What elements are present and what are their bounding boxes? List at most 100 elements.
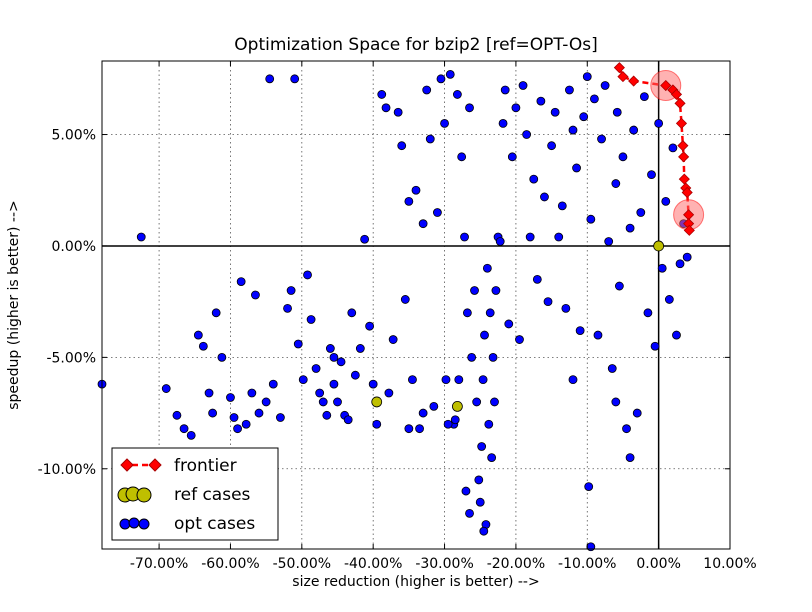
opt-case-point xyxy=(283,303,292,313)
opt-case-point xyxy=(229,413,239,422)
x-tick-label: -60.00% xyxy=(201,556,259,572)
legend-opt-label: opt cases xyxy=(174,514,255,534)
opt-case-point xyxy=(575,326,585,336)
opt-case-point xyxy=(470,286,479,295)
x-tick-label: 0.00% xyxy=(636,556,680,572)
plot-frame xyxy=(101,60,731,550)
opt-case-point xyxy=(408,375,417,385)
frontier-point xyxy=(683,224,695,236)
x-tick-label: -70.00% xyxy=(130,556,188,572)
opt-case-point xyxy=(586,214,596,224)
opt-case-point xyxy=(525,232,535,242)
opt-case-point xyxy=(377,90,387,99)
opt-case-point xyxy=(484,419,494,429)
opt-case-point xyxy=(306,315,316,324)
opt-case-point xyxy=(478,375,488,385)
opt-case-point xyxy=(247,388,257,398)
opt-case-point xyxy=(360,234,370,244)
legend-frontier-marker xyxy=(120,458,134,472)
opt-case-point xyxy=(226,393,235,402)
opt-case-point xyxy=(368,379,378,389)
opt-case-point xyxy=(251,290,260,300)
chart-title: Optimization Space for bzip2 [ref=OPT-Os… xyxy=(234,35,597,55)
opt-case-point xyxy=(668,143,678,153)
opt-case-point xyxy=(474,475,484,485)
opt-case-point xyxy=(540,192,549,202)
opt-case-point xyxy=(422,85,432,95)
opt-case-point xyxy=(485,308,495,318)
frontier-point xyxy=(617,71,629,83)
opt-case-point xyxy=(612,107,622,117)
frontier-point xyxy=(628,75,640,87)
frontier-point xyxy=(675,117,688,129)
opt-case-point xyxy=(465,103,474,113)
x-tick-label: 10.00% xyxy=(703,556,756,572)
opt-case-point xyxy=(568,125,578,135)
frontier-point xyxy=(677,140,689,152)
opt-case-point xyxy=(211,308,221,318)
opt-case-point xyxy=(477,442,487,451)
opt-case-point xyxy=(643,308,653,318)
opt-case-point xyxy=(554,232,564,242)
opt-case-point xyxy=(355,344,365,353)
opt-case-point xyxy=(604,237,614,246)
legend: frontier ref cases opt cases xyxy=(111,447,279,541)
opt-case-point xyxy=(460,232,469,242)
opt-case-point xyxy=(682,252,692,262)
legend-ref-label: ref cases xyxy=(174,485,251,505)
opt-case-point xyxy=(532,274,542,284)
opt-case-point xyxy=(236,277,246,287)
opt-case-point xyxy=(429,401,439,411)
opt-case-point xyxy=(511,103,521,113)
opt-case-point xyxy=(208,408,218,418)
legend-frontier-marker xyxy=(148,458,162,472)
opt-case-point xyxy=(298,375,308,385)
frontier-point xyxy=(660,79,672,92)
opt-case-point xyxy=(614,281,624,291)
opt-case-point xyxy=(515,335,524,344)
y-tick-label: 0.00% xyxy=(52,239,96,255)
frontier-point xyxy=(681,186,693,199)
opt-case-point xyxy=(488,352,498,362)
opt-case-point xyxy=(336,357,346,367)
opt-case-point xyxy=(561,303,571,313)
frontier-point xyxy=(678,151,690,163)
opt-case-point xyxy=(350,370,360,380)
opt-case-point xyxy=(461,486,471,496)
opt-case-point xyxy=(433,208,442,217)
opt-case-point xyxy=(265,74,275,84)
x-tick-label: -20.00% xyxy=(487,556,545,572)
opt-case-point xyxy=(529,174,539,184)
opt-case-point xyxy=(445,69,455,79)
opt-case-point xyxy=(384,388,394,398)
opt-case-point xyxy=(586,542,596,552)
opt-case-point xyxy=(276,413,285,422)
frontier-series xyxy=(613,62,705,236)
opt-case-point xyxy=(593,330,603,340)
opt-case-point xyxy=(636,208,646,217)
opt-case-point xyxy=(400,295,410,304)
opt-case-point xyxy=(286,286,296,295)
opt-case-point xyxy=(462,308,472,318)
opt-case-point xyxy=(241,419,251,429)
opt-case-point xyxy=(500,85,510,95)
opt-case-point xyxy=(618,152,628,162)
opt-case-point xyxy=(480,330,489,340)
legend-frontier-label: frontier xyxy=(174,456,237,476)
opt-case-point xyxy=(518,81,528,90)
opt-case-point xyxy=(161,384,171,393)
opt-case-point xyxy=(622,424,631,434)
zero-reference-lines xyxy=(102,61,730,549)
opt-case-point xyxy=(557,201,567,211)
opt-case-point xyxy=(611,179,621,188)
opt-case-point xyxy=(397,141,407,151)
opt-case-point xyxy=(590,94,599,104)
opt-case-point xyxy=(233,424,242,434)
opt-case-point xyxy=(217,352,227,362)
opt-case-point xyxy=(198,341,208,351)
opt-case-point xyxy=(664,295,674,304)
opt-case-point xyxy=(625,453,635,463)
opt-case-point xyxy=(482,263,492,273)
opt-case-point xyxy=(454,375,464,385)
opt-case-point xyxy=(661,196,671,206)
